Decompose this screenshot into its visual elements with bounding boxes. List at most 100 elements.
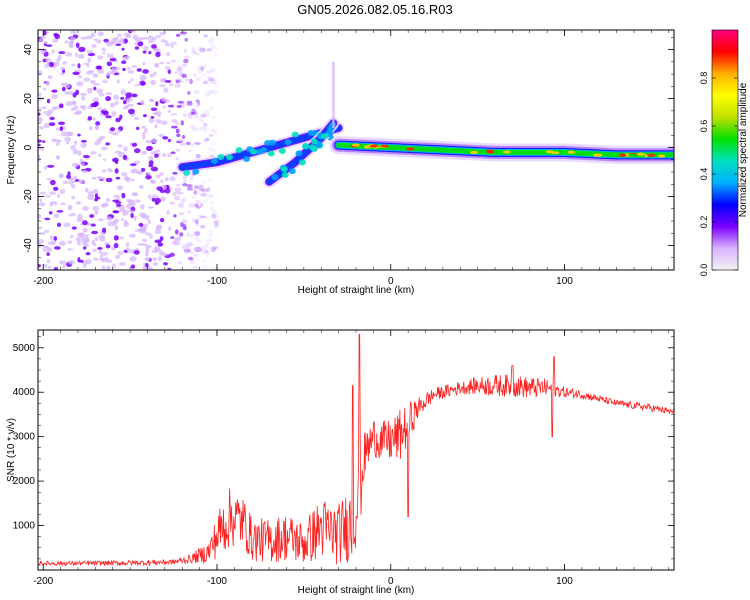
noise-blob [71, 63, 76, 67]
noise-blob [105, 92, 113, 96]
noise-blob [213, 52, 218, 58]
noise-blob [127, 66, 131, 70]
noise-blob [80, 232, 85, 238]
noise-blob [148, 266, 153, 270]
noise-blob [105, 73, 111, 77]
noise-blob [210, 200, 215, 205]
colorbar-ticks: 0.0 0.2 0.4 0.6 0.8 [699, 72, 738, 276]
noise-blob [115, 43, 122, 46]
noise-blob [127, 209, 135, 213]
noise-blob [111, 67, 115, 73]
noise-blob [186, 100, 193, 104]
noise-blob [203, 34, 209, 38]
noise-blob [153, 71, 158, 76]
noise-blob [184, 37, 189, 42]
ridge-blob [183, 169, 191, 176]
noise-blob [169, 176, 176, 182]
noise-blob [123, 220, 128, 225]
noise-blob [208, 106, 215, 111]
noise-blob [150, 166, 159, 172]
noise-blob [202, 81, 209, 85]
noise-blob [88, 126, 93, 131]
noise-blob [88, 70, 95, 73]
noise-blob [203, 63, 207, 69]
ridge-blob [288, 168, 296, 175]
noise-blob [186, 241, 194, 247]
noise-blob [53, 266, 59, 270]
noise-blob [159, 61, 165, 65]
noise-blob [160, 196, 166, 202]
noise-blob [38, 92, 42, 96]
noise-blob [98, 236, 106, 242]
noise-blob [194, 231, 200, 237]
noise-blob [112, 157, 119, 163]
snr-xlabel: Height of straight line (km) [298, 585, 415, 596]
noise-blob [195, 222, 200, 227]
ridge-blob [493, 149, 502, 153]
spectrogram-ridges [176, 61, 674, 188]
noise-blob [83, 243, 90, 247]
noise-blob [193, 115, 200, 119]
ridge-blob [210, 157, 218, 164]
noise-blob [211, 128, 218, 134]
noise-blob [109, 57, 117, 62]
noise-blob [163, 98, 170, 103]
noise-blob [195, 77, 202, 81]
noise-blob [39, 191, 47, 195]
noise-blob [114, 168, 119, 174]
noise-blob [78, 179, 86, 184]
noise-blob [211, 213, 217, 219]
noise-blob [38, 213, 42, 220]
ridge-blob [249, 148, 257, 155]
noise-blob [58, 103, 64, 109]
noise-blob [65, 84, 71, 89]
noise-blob [205, 253, 210, 258]
noise-blob [190, 258, 195, 262]
noise-blob [155, 35, 162, 39]
noise-blob [153, 63, 160, 68]
noise-blob [95, 65, 101, 70]
noise-blob [156, 224, 163, 229]
noise-blob [84, 233, 90, 237]
noise-blob [164, 40, 168, 44]
noise-blob [109, 102, 116, 108]
noise-blob [57, 222, 62, 227]
noise-blob [157, 134, 165, 138]
noise-blob [140, 99, 145, 106]
noise-blob [93, 101, 99, 106]
noise-blob [178, 211, 185, 216]
noise-blob [46, 252, 50, 257]
noise-blob [92, 205, 100, 212]
noise-blob [166, 61, 171, 65]
noise-blob [70, 145, 76, 151]
noise-blob [210, 69, 214, 73]
noise-blob [193, 189, 197, 196]
noise-blob [114, 72, 120, 76]
ridge-blob [302, 143, 310, 150]
noise-blob [152, 112, 159, 116]
noise-blob [46, 177, 52, 181]
noise-blob [101, 169, 107, 173]
noise-blob [70, 30, 77, 35]
noise-blob [191, 196, 197, 199]
noise-blob [75, 52, 79, 58]
noise-blob [131, 65, 138, 68]
noise-blob [87, 190, 95, 197]
noise-blob [129, 163, 137, 167]
noise-blob [92, 117, 96, 121]
ridge-blob [217, 153, 225, 160]
noise-blob [97, 246, 103, 250]
noise-blob [113, 194, 121, 199]
noise-blob [43, 122, 51, 129]
ridge-blob [307, 129, 315, 136]
noise-blob [208, 90, 216, 94]
noise-blob [94, 198, 99, 202]
noise-blob [48, 61, 55, 68]
noise-blob [94, 125, 99, 131]
noise-blob [83, 62, 90, 66]
snr-panel: -200 -100 0 100 1000 2000 3000 4000 5000 Height … [6, 329, 675, 596]
noise-blob [141, 150, 148, 155]
noise-blob [130, 78, 134, 82]
snr-ytick-label: 3000 [13, 432, 36, 443]
noise-blob [83, 246, 87, 250]
